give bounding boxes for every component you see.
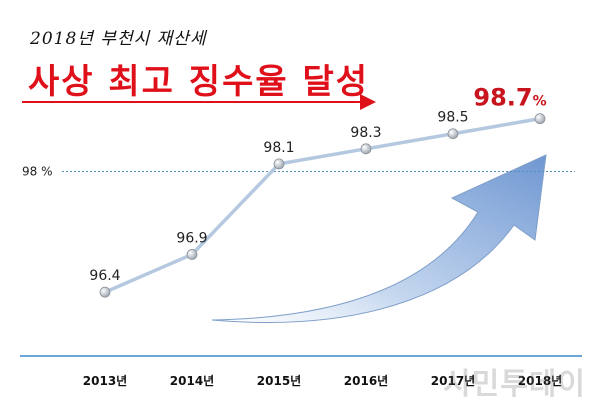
x-tick-label: 2016년 [344, 374, 388, 388]
x-tick-label: 2015년 [257, 374, 301, 388]
data-point [447, 128, 459, 140]
data-label-unit: % [533, 94, 547, 110]
chart-title: 사상 최고 징수율 달성 [28, 62, 370, 102]
data-point [273, 158, 285, 170]
x-tick-label: 2013년 [83, 374, 127, 388]
data-label: 98.3 [350, 125, 381, 141]
data-point [186, 249, 198, 260]
x-tick-label: 2014년 [170, 374, 214, 388]
data-point [360, 143, 372, 155]
decorative-up-arrow [211, 154, 547, 323]
watermark-logo: 시민투데이 [443, 367, 586, 402]
data-label: 98.5 [437, 110, 468, 126]
chart-subtitle: 2018년 부천시 재산세 [30, 29, 207, 49]
reference-line-label: 98 % [22, 164, 53, 178]
data-label: 96.9 [176, 230, 207, 246]
data-label-highlight: 98.7% [473, 84, 546, 112]
x-tick-label: 2018년 [518, 374, 562, 388]
data-label: 96.4 [89, 268, 120, 284]
data-point [534, 113, 546, 125]
series-line [104, 116, 541, 294]
data-point [99, 286, 111, 298]
x-tick-label: 2017년 [431, 374, 475, 388]
data-label: 98.1 [263, 140, 294, 156]
